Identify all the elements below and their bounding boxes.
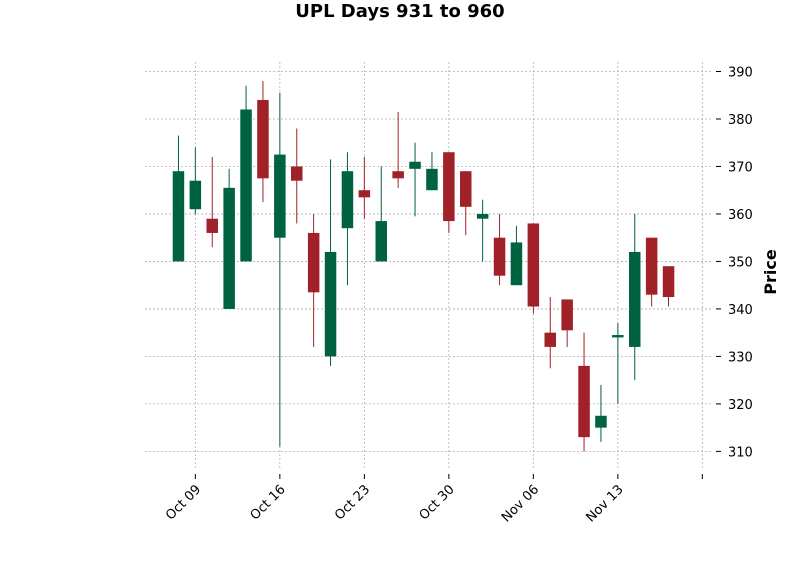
- candle: [476, 199, 489, 262]
- candle: [291, 128, 303, 224]
- candle: [341, 152, 354, 286]
- candle-body-down: [578, 365, 590, 438]
- candle-body-down: [645, 237, 658, 295]
- candle-body-up: [375, 221, 387, 262]
- candle: [662, 266, 675, 307]
- candle-body-up: [223, 187, 235, 309]
- y-axis-label: Price: [761, 249, 780, 295]
- y-tick-label: 340: [728, 303, 753, 318]
- candle: [578, 332, 590, 452]
- candle-body-down: [206, 218, 218, 233]
- candle-body-up: [172, 171, 185, 262]
- candle-body-down: [493, 237, 506, 276]
- x-tick-label: Oct 09: [163, 482, 204, 523]
- candle: [223, 168, 235, 309]
- x-tick-label: Nov 13: [584, 482, 627, 525]
- candle: [612, 323, 624, 404]
- y-tick-label: 360: [728, 208, 753, 223]
- candle-body-down: [358, 190, 371, 198]
- candle: [409, 142, 421, 217]
- candle-body-up: [510, 242, 523, 286]
- candle-body-up: [629, 251, 641, 347]
- candle: [443, 152, 455, 233]
- candles: [172, 80, 675, 452]
- candle-body-up: [426, 168, 438, 191]
- candle-body-up: [612, 335, 624, 338]
- candle-body-down: [544, 332, 556, 347]
- candle-body-up: [240, 109, 252, 262]
- x-tick-label: Oct 16: [248, 482, 289, 523]
- candle-body-up: [324, 251, 337, 357]
- y-tick-label: 330: [728, 350, 753, 365]
- candle-body-up: [189, 180, 202, 210]
- candle-body-up: [409, 161, 421, 169]
- candle: [493, 213, 506, 286]
- candle-body-down: [662, 266, 675, 298]
- candle: [172, 135, 185, 262]
- candle-body-down: [561, 299, 573, 331]
- candle: [460, 171, 472, 236]
- candle: [324, 159, 337, 366]
- chart-title: UPL Days 931 to 960: [295, 1, 504, 22]
- candle: [392, 111, 404, 188]
- candle: [544, 297, 556, 369]
- x-tick-label: Nov 06: [499, 482, 542, 525]
- candle-body-up: [595, 415, 607, 428]
- candle-body-down: [527, 223, 540, 307]
- candle: [189, 147, 202, 214]
- x-axis: Oct 09 Oct 16 Oct 23 Oct 30 Nov 06 Nov 13: [163, 474, 703, 525]
- y-tick-label: 390: [728, 65, 753, 80]
- candle: [527, 223, 540, 314]
- candle: [307, 213, 320, 347]
- y-tick-label: 320: [728, 398, 753, 413]
- candle-body-down: [460, 171, 472, 207]
- x-tick-label: Oct 30: [417, 482, 458, 523]
- candle: [426, 152, 438, 191]
- x-tick-label: Oct 23: [332, 482, 373, 523]
- candle: [358, 156, 371, 219]
- candle: [257, 80, 269, 203]
- candle: [629, 213, 641, 381]
- candle: [595, 384, 607, 442]
- candle-body-down: [307, 232, 320, 293]
- candle: [206, 156, 218, 248]
- candle-body-up: [341, 171, 354, 229]
- candle-body-up: [274, 154, 286, 238]
- y-tick-label: 370: [728, 160, 753, 175]
- candle: [510, 225, 523, 286]
- candle-body-down: [257, 99, 269, 179]
- candle-body-down: [291, 166, 303, 181]
- candle: [240, 85, 252, 262]
- candle: [645, 237, 658, 307]
- y-tick-label: 350: [728, 255, 753, 270]
- candle: [375, 166, 387, 262]
- candle-body-down: [392, 171, 404, 179]
- y-tick-label: 310: [728, 445, 753, 460]
- candle: [561, 299, 573, 347]
- candle: [274, 92, 286, 447]
- candle-body-down: [443, 152, 455, 222]
- y-tick-label: 380: [728, 113, 753, 128]
- candle-body-up: [476, 213, 489, 219]
- y-axis: 310 320 330 340 350 360 370 380 390: [716, 65, 753, 460]
